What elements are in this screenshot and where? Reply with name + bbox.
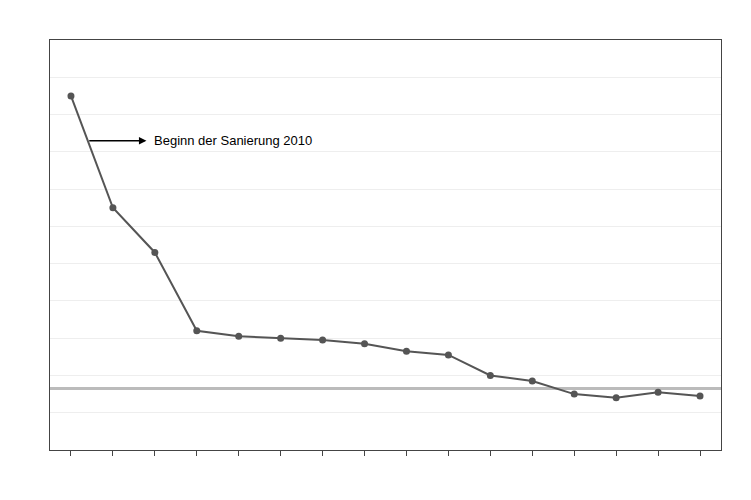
svg-text:Beginn der Sanierung 2010: Beginn der Sanierung 2010 [154,133,312,148]
